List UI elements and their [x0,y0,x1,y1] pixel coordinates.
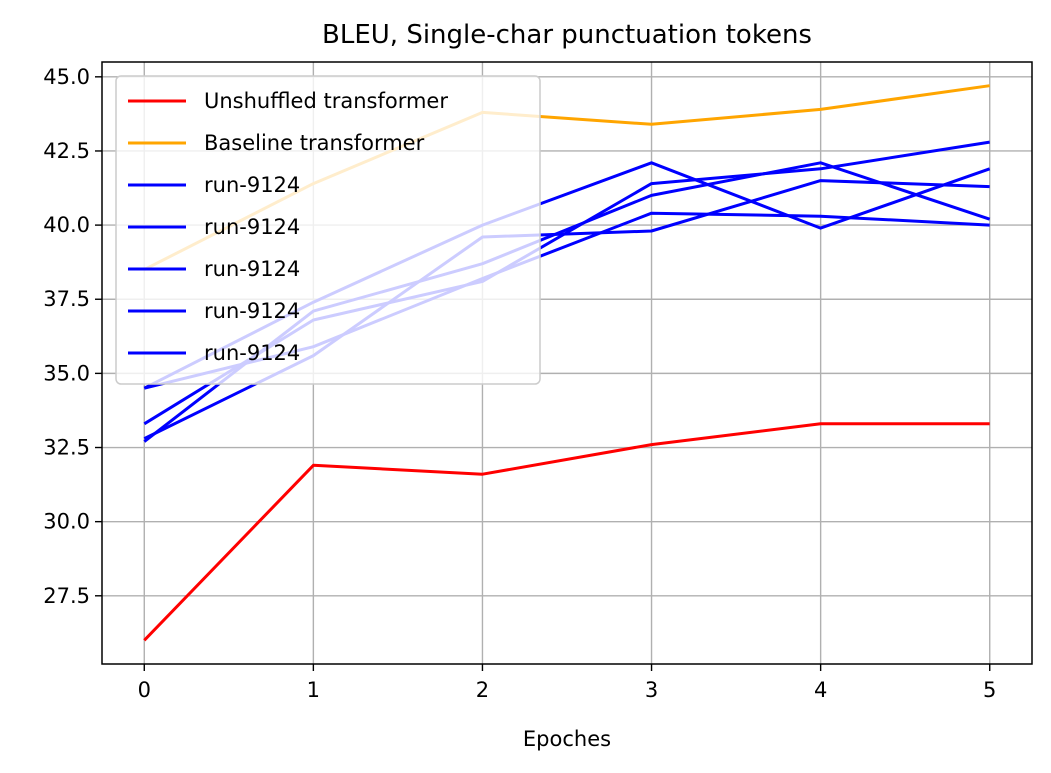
legend-label: run-9124 [204,299,300,323]
legend-label: run-9124 [204,341,300,365]
y-tick-label: 40.0 [43,213,90,237]
x-tick-label: 3 [645,678,658,702]
legend-label: Baseline transformer [204,131,425,155]
chart-title: BLEU, Single-char punctuation tokens [322,20,812,50]
plot-frame [101,61,1033,665]
x-tick-label: 0 [138,678,151,702]
legend-label: run-9124 [204,257,300,281]
axis-ticks: 0 1 2 3 4 5 27.5 30.0 32.5 35.0 37.5 40.0 42.5 45.0 [43,65,996,702]
y-tick-label: 30.0 [43,510,90,534]
x-tick-label: 1 [307,678,320,702]
x-tick-label: 5 [983,678,996,702]
y-tick-label: 35.0 [43,361,90,385]
legend-box [115,75,541,385]
legend-label: Unshuffled transformer [204,89,448,113]
y-tick-label: 37.5 [43,287,90,311]
legend-label: run-9124 [204,215,300,239]
x-tick-label: 4 [814,678,827,702]
y-tick-label: 42.5 [43,139,90,163]
series-line-0 [143,422,990,642]
y-tick-label: 32.5 [43,436,90,460]
y-tick-label: 45.0 [43,65,90,89]
legend: Unshuffled transformer Baseline transform… [115,75,541,385]
y-tick-label: 27.5 [43,584,90,608]
legend-label: run-9124 [204,173,300,197]
x-axis-label: Epoches [523,727,611,751]
x-tick-label: 2 [476,678,489,702]
